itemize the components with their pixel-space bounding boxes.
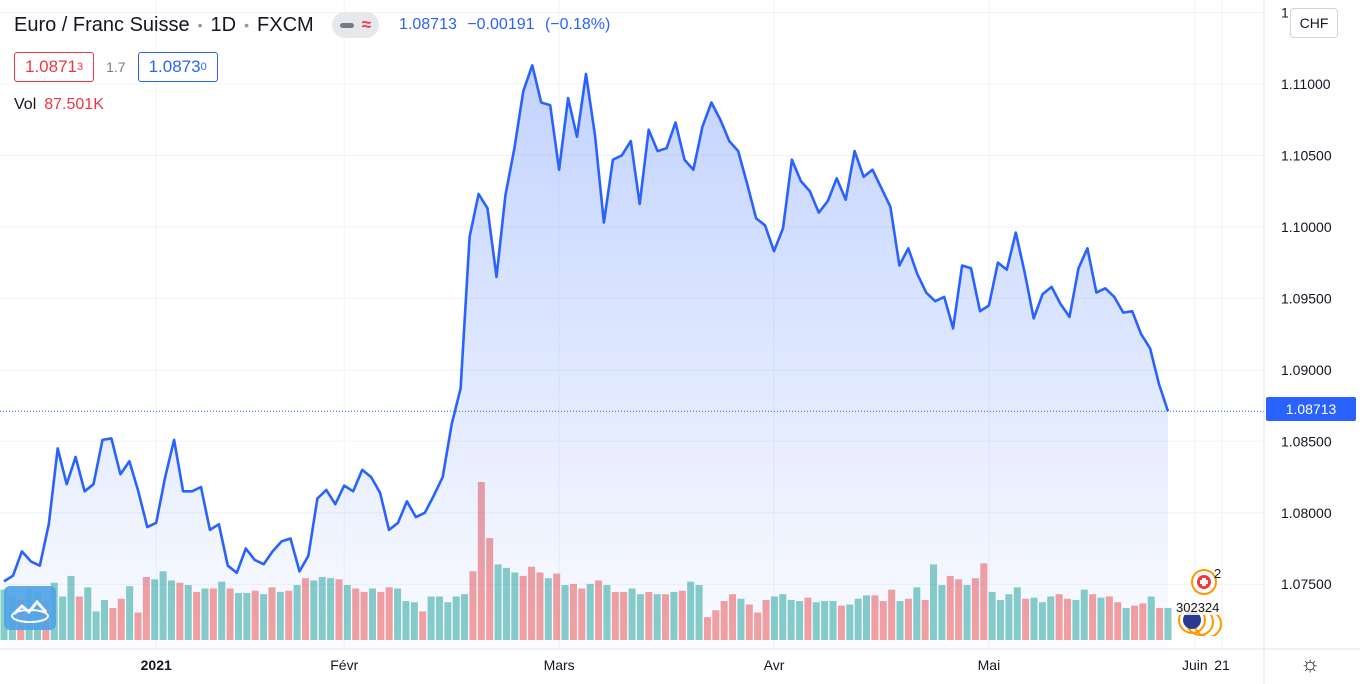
bid-price-pip: 3 <box>77 61 84 73</box>
separator-dot: • <box>197 17 203 33</box>
price-tick-label: 1.10500 <box>1281 147 1332 163</box>
price-tick-label: 1.10000 <box>1281 219 1332 235</box>
time-tick-label: Mars <box>544 657 575 673</box>
ask-price: 1.0873 <box>148 57 201 76</box>
change-value: −0.00191 <box>467 16 535 33</box>
volume-legend[interactable]: Vol 87.501K <box>14 96 616 114</box>
price-tick-label: 1.11000 <box>1281 76 1331 92</box>
hide-icon[interactable] <box>339 22 354 28</box>
interval-label[interactable]: 1D <box>210 13 237 36</box>
spread-value: 1.7 <box>106 59 126 75</box>
volume-label: Vol <box>14 96 37 113</box>
time-axis[interactable]: 2021 Févr Mars Avr Mai Juin 21 <box>141 657 1230 673</box>
ask-price-pip: 0 <box>200 61 207 73</box>
exchange-label: FXCM <box>257 13 314 36</box>
price-tick-label: 1.09000 <box>1281 362 1332 378</box>
legend-toggle[interactable]: ≈ <box>331 12 380 38</box>
price-line <box>3 64 1170 583</box>
time-tick-label: 2021 <box>141 657 172 673</box>
price-change: 1.08713 −0.00191 (−0.18%) <box>399 16 616 34</box>
change-percent: (−0.18%) <box>544 16 611 33</box>
chart-legend: Euro / Franc Suisse • 1D • FXCM ≈ 1.0871… <box>14 10 616 114</box>
events-count-mid: 302324 <box>1176 600 1220 615</box>
tradingview-logo-icon[interactable] <box>4 586 56 630</box>
separator-dot: • <box>244 17 250 33</box>
currency-button[interactable]: CHF <box>1290 8 1338 38</box>
time-tick-label: Mai <box>978 657 1001 673</box>
time-tick-label: Juin <box>1182 657 1208 673</box>
bid-price: 1.0871 <box>25 57 77 76</box>
time-tick-label: Avr <box>764 657 785 673</box>
price-tick-label: 1.08000 <box>1281 505 1332 521</box>
last-price-value: 1.08713 <box>399 16 457 33</box>
settings-icon[interactable]: ☼ <box>1300 651 1321 676</box>
last-price-tag: 1.08713 <box>1266 397 1356 421</box>
symbol-title[interactable]: Euro / Franc Suisse <box>14 13 190 36</box>
price-tick-label: 1.08500 <box>1281 433 1332 449</box>
volume-value: 87.501K <box>44 96 104 113</box>
price-tick-label: 1.09500 <box>1281 290 1332 306</box>
buy-button[interactable]: 1.0873 0 <box>137 52 218 82</box>
price-axis[interactable]: 1.07500 1.08000 1.08500 1.09000 1.09500 1.100… <box>1281 4 1332 592</box>
events-count-top: 2 <box>1214 566 1222 581</box>
sell-button[interactable]: 1.0871 3 <box>14 52 95 82</box>
time-tick-label: 21 <box>1214 657 1230 673</box>
compare-icon[interactable]: ≈ <box>361 15 372 34</box>
time-tick-label: Févr <box>330 657 358 673</box>
price-area-fill <box>4 65 1168 650</box>
price-tick-label: 1.07500 <box>1281 576 1332 592</box>
